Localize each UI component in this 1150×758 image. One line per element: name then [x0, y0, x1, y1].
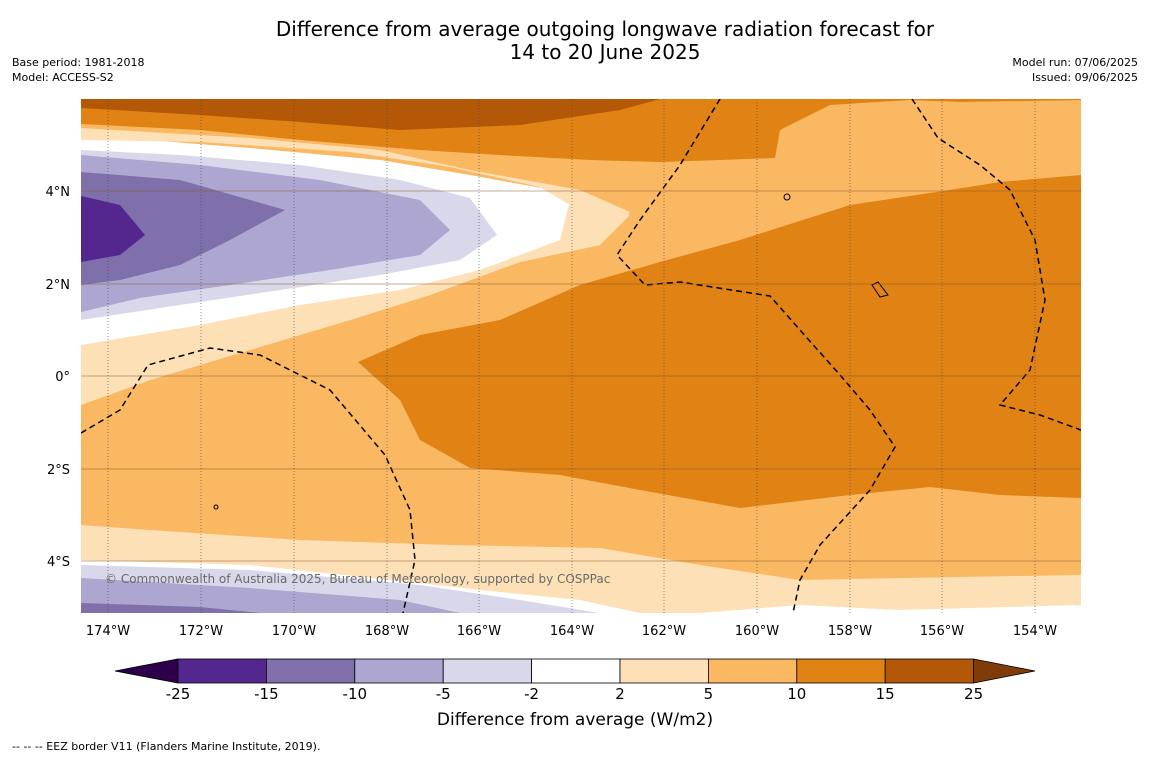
colorbar-tick: -10 — [343, 685, 368, 703]
latitude-labels: 4°N 2°N 0° 2°S 4°S — [46, 185, 71, 570]
contour-field — [81, 99, 1081, 613]
island-marker — [213, 504, 219, 510]
island-marker — [871, 281, 889, 298]
colorbar-title: Difference from average (W/m2) — [436, 710, 714, 730]
colorbar-swatch — [884, 658, 975, 684]
lon-label: 162°W — [642, 624, 686, 639]
lon-label: 170°W — [272, 624, 316, 639]
issued-date: Issued: 09/06/2025 — [1031, 71, 1138, 84]
latitude-gridlines — [81, 190, 1081, 562]
island-marker — [783, 193, 791, 201]
lon-label: 164°W — [550, 624, 594, 639]
colorbar-swatch — [796, 658, 886, 684]
colorbar-swatch — [265, 658, 356, 684]
copyright-notice: © Commonwealth of Australia 2025, Bureau… — [105, 572, 611, 586]
lon-label: 172°W — [179, 624, 223, 639]
colorbar-tick: -25 — [166, 685, 191, 703]
lat-label: 2°N — [46, 278, 71, 293]
lon-label: 160°W — [735, 624, 779, 639]
colorbar-tick: 15 — [876, 685, 895, 703]
title-line-1: Difference from average outgoing longwav… — [275, 17, 935, 41]
colorbar-swatch — [177, 658, 267, 684]
lon-label: 166°W — [457, 624, 501, 639]
colorbar-tick: 10 — [787, 685, 806, 703]
colorbar-ticks: -25 -15 -10 -5 -2 2 5 10 15 25 — [166, 685, 983, 703]
meta-right: Model run: 07/06/2025 Issued: 09/06/2025 — [1012, 55, 1138, 85]
band-dark-purple-south — [81, 603, 260, 613]
lat-label: 0° — [55, 370, 70, 385]
colorbar-swatch — [708, 658, 798, 684]
eez-boundary-line — [81, 347, 416, 613]
model-run: Model run: 07/06/2025 — [1012, 56, 1138, 69]
band-purple-south — [81, 578, 460, 613]
colorbar-tick: -5 — [436, 685, 451, 703]
colorbar-swatch — [354, 658, 444, 684]
eez-legend-note: -- -- -- EEZ border V11 (Flanders Marine… — [12, 740, 321, 753]
longitude-labels: 174°W 172°W 170°W 168°W 166°W 164°W 162°… — [86, 624, 1057, 639]
lon-label: 156°W — [920, 624, 964, 639]
lat-label: 2°S — [47, 463, 70, 478]
lat-label: 4°N — [46, 185, 71, 200]
colorbar-tick: 5 — [704, 685, 714, 703]
lon-label: 168°W — [365, 624, 409, 639]
band-brown-north — [81, 99, 660, 130]
colorbar-swatch — [442, 658, 533, 684]
lon-label: 158°W — [828, 624, 872, 639]
eez-boundary-line — [911, 99, 1081, 431]
lon-label: 154°W — [1013, 624, 1057, 639]
colorbar-over-arrow — [973, 658, 1036, 684]
colorbar-tick: 2 — [615, 685, 625, 703]
band-dark-purple-north — [81, 172, 285, 285]
band-light-orange-north — [81, 128, 630, 405]
colorbar-under-arrow — [114, 658, 179, 684]
colorbar: -25 -15 -10 -5 -2 2 5 10 15 25 — [114, 658, 1036, 703]
lat-label: 4°S — [47, 555, 70, 570]
chart-title: Difference from average outgoing longwav… — [180, 18, 1030, 64]
colorbar-swatch — [531, 658, 621, 684]
title-line-2: 14 to 20 June 2025 — [509, 40, 701, 64]
band-dark-orange-main — [358, 175, 1081, 508]
model-name: Model: ACCESS-S2 — [12, 71, 114, 84]
lon-label: 174°W — [86, 624, 130, 639]
meta-left: Base period: 1981-2018 Model: ACCESS-S2 — [12, 55, 144, 85]
colorbar-tick: -15 — [254, 685, 279, 703]
base-period: Base period: 1981-2018 — [12, 56, 145, 69]
colorbar-tick: 25 — [964, 685, 983, 703]
band-deepest-purple — [81, 196, 145, 262]
colorbar-swatch — [619, 658, 709, 684]
colorbar-tick: -2 — [524, 685, 539, 703]
